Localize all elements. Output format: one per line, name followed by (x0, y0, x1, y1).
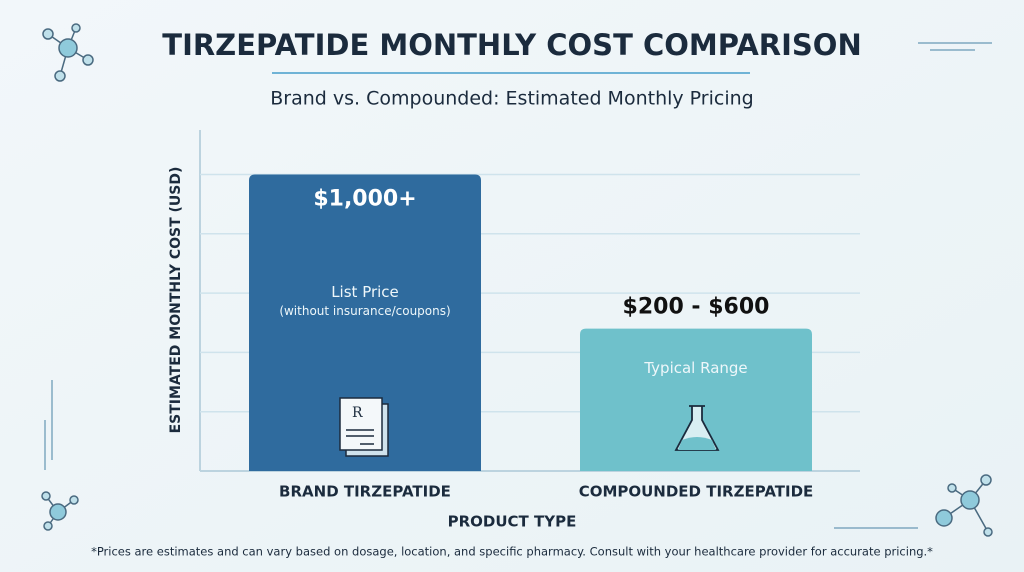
subtitle: Brand vs. Compounded: Estimated Monthly … (270, 88, 753, 110)
decor-molecule (41, 23, 993, 537)
value-label: $1,000+ (313, 186, 416, 211)
bar-note: (without insurance/coupons) (279, 304, 450, 318)
chart-title: TIRZEPATIDE MONTHLY COST COMPARISON (162, 28, 861, 62)
x-tick-label: COMPOUNDED TIRZEPATIDE (579, 483, 814, 501)
rx-icon: R (339, 397, 389, 457)
value-label: $200 - $600 (623, 295, 770, 320)
bar (580, 328, 812, 471)
x-tick-label: BRAND TIRZEPATIDE (279, 483, 451, 501)
bar (249, 174, 481, 471)
y-axis-label: ESTIMATED MONTHLY COST (USD) (168, 167, 184, 434)
bar-note: List Price (331, 283, 399, 301)
decor-lines (44, 42, 992, 529)
plot: BRAND TIRZEPATIDE $1,000+ List Price (witho… (200, 173, 860, 501)
svg-text:R: R (352, 405, 363, 421)
bar-note: Typical Range (643, 359, 747, 377)
footnote: *Prices are estimates and can vary based… (91, 545, 933, 559)
flask-icon (674, 405, 720, 451)
x-axis-label: PRODUCT TYPE (448, 513, 577, 531)
